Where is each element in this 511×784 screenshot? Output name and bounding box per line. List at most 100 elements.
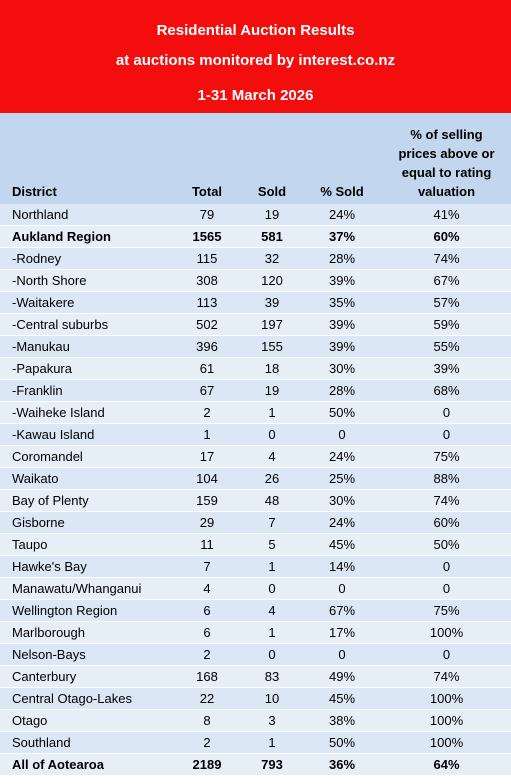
table-row: Taupo 11 5 45% 50% [0, 533, 511, 556]
value-cell: 17% [302, 621, 382, 644]
value-cell: 0 [302, 643, 382, 666]
value-cell: 75% [382, 445, 511, 468]
district-cell: -Kawau Island [0, 423, 172, 446]
value-cell: 74% [382, 665, 511, 688]
table-row: Otago 8 3 38% 100% [0, 709, 511, 732]
value-cell: 1 [242, 401, 302, 424]
table-row: -Waiheke Island 2 1 50% 0 [0, 401, 511, 424]
table-row: Marlborough 6 1 17% 100% [0, 621, 511, 644]
value-cell: 4 [242, 445, 302, 468]
value-cell: 7 [242, 511, 302, 534]
subtitle: at auctions monitored by interest.co.nz [115, 52, 396, 69]
value-cell: 29 [172, 511, 242, 534]
value-cell: 50% [302, 401, 382, 424]
value-cell: 0 [242, 423, 302, 446]
value-cell: 39% [302, 335, 382, 358]
value-cell: 197 [242, 313, 302, 336]
value-cell: 10 [242, 687, 302, 710]
value-cell: 115 [172, 247, 242, 270]
value-cell: 1 [242, 731, 302, 754]
value-cell: 32 [242, 247, 302, 270]
value-cell: 67% [302, 599, 382, 622]
value-cell: 28% [302, 247, 382, 270]
period: 1-31 March 2026 [197, 87, 314, 104]
column-header-text: % of selling prices above or equal to ra… [398, 127, 495, 199]
table-row: -Central suburbs 502 197 39% 59% [0, 313, 511, 336]
table-row: Central Otago-Lakes 22 10 45% 100% [0, 687, 511, 710]
district-cell: Bay of Plenty [0, 489, 172, 512]
value-cell: 155 [242, 335, 302, 358]
value-cell: 30% [302, 489, 382, 512]
value-cell: 104 [172, 467, 242, 490]
district-cell: Nelson-Bays [0, 643, 172, 666]
value-cell: 67 [172, 379, 242, 402]
value-cell: 100% [382, 709, 511, 732]
column-header: Total [172, 113, 242, 204]
value-cell: 59% [382, 313, 511, 336]
district-cell: Marlborough [0, 621, 172, 644]
value-cell: 6 [172, 621, 242, 644]
table-row: -North Shore 308 120 39% 67% [0, 269, 511, 292]
value-cell: 22 [172, 687, 242, 710]
district-cell: Hawke's Bay [0, 555, 172, 578]
table-row: All of Aotearoa 2189 793 36% 64% [0, 753, 511, 776]
value-cell: 45% [302, 533, 382, 556]
value-cell: 793 [242, 753, 302, 776]
value-cell: 113 [172, 291, 242, 314]
value-cell: 19 [242, 379, 302, 402]
value-cell: 74% [382, 247, 511, 270]
value-cell: 11 [172, 533, 242, 556]
district-cell: -Rodney [0, 247, 172, 270]
value-cell: 2189 [172, 753, 242, 776]
value-cell: 100% [382, 621, 511, 644]
table-row: -Papakura 61 18 30% 39% [0, 357, 511, 380]
value-cell: 36% [302, 753, 382, 776]
value-cell: 60% [382, 225, 511, 248]
value-cell: 581 [242, 225, 302, 248]
table-row: Waikato 104 26 25% 88% [0, 467, 511, 490]
value-cell: 0 [382, 643, 511, 666]
value-cell: 41% [382, 204, 511, 226]
table-row: Southland 2 1 50% 100% [0, 731, 511, 754]
value-cell: 75% [382, 599, 511, 622]
column-header: % of selling prices above or equal to ra… [382, 113, 511, 204]
district-cell: All of Aotearoa [0, 753, 172, 776]
table-row: Gisborne 29 7 24% 60% [0, 511, 511, 534]
district-cell: Coromandel [0, 445, 172, 468]
value-cell: 39% [302, 269, 382, 292]
value-cell: 7 [172, 555, 242, 578]
value-cell: 48 [242, 489, 302, 512]
value-cell: 79 [172, 204, 242, 226]
district-cell: Southland [0, 731, 172, 754]
value-cell: 55% [382, 335, 511, 358]
district-cell: Otago [0, 709, 172, 732]
value-cell: 67% [382, 269, 511, 292]
district-cell: Northland [0, 204, 172, 226]
district-cell: Canterbury [0, 665, 172, 688]
results-table: District Total Sold% Sold% of selling pric… [0, 113, 511, 776]
value-cell: 4 [242, 599, 302, 622]
district-cell: -Manukau [0, 335, 172, 358]
value-cell: 19 [242, 204, 302, 226]
table-row: Northland 79 19 24% 41% [0, 204, 511, 226]
district-cell: Waikato [0, 467, 172, 490]
value-cell: 120 [242, 269, 302, 292]
district-cell: Gisborne [0, 511, 172, 534]
value-cell: 14% [302, 555, 382, 578]
banner: Residential Auction Results at auctions … [0, 0, 511, 113]
table-row: Canterbury 168 83 49% 74% [0, 665, 511, 688]
value-cell: 2 [172, 731, 242, 754]
column-header: District [0, 113, 172, 204]
table-row: Nelson-Bays 2 0 0 0 [0, 643, 511, 666]
value-cell: 2 [172, 401, 242, 424]
value-cell: 25% [302, 467, 382, 490]
district-cell: Manawatu/Whanganui [0, 577, 172, 600]
value-cell: 159 [172, 489, 242, 512]
value-cell: 502 [172, 313, 242, 336]
table-row: -Waitakere 113 39 35% 57% [0, 291, 511, 314]
table-row: Manawatu/Whanganui 4 0 0 0 [0, 577, 511, 600]
value-cell: 5 [242, 533, 302, 556]
value-cell: 61 [172, 357, 242, 380]
value-cell: 30% [302, 357, 382, 380]
table-row: Bay of Plenty 159 48 30% 74% [0, 489, 511, 512]
